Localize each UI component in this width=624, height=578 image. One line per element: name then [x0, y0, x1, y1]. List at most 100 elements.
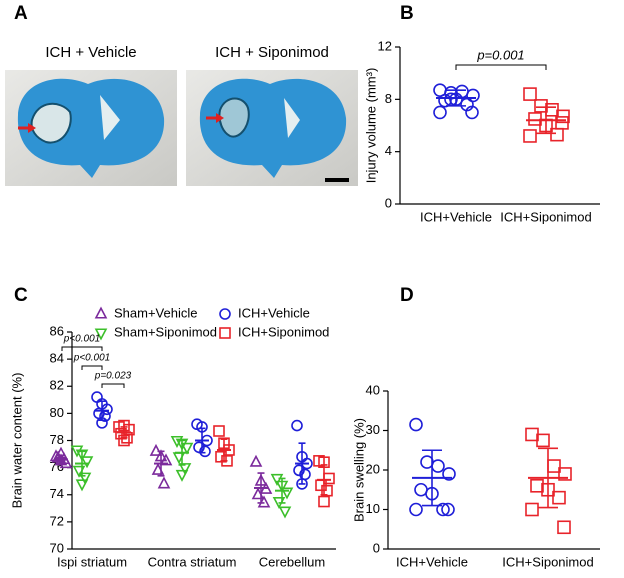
sd-error-bar: [98, 400, 106, 421]
panel-letter: D: [400, 285, 414, 306]
x-tick-label: Contra striatum: [148, 554, 237, 569]
data-point: [180, 442, 194, 455]
data-point: [455, 84, 469, 99]
data-point: [409, 502, 423, 517]
data-point: [555, 116, 569, 130]
y-tick-label: 84: [50, 351, 64, 366]
data-point: [525, 502, 539, 517]
y-tick-label: 86: [50, 323, 64, 338]
data-point: [213, 425, 225, 437]
significance-bracket: [455, 64, 547, 70]
y-tick-label: 4: [385, 143, 392, 158]
data-point: [159, 453, 173, 466]
significance-bracket: [61, 346, 103, 351]
x-tick-label: Ispi striatum: [57, 554, 127, 569]
data-point: [438, 93, 452, 108]
data-point: [149, 443, 163, 456]
y-tick-label: 30: [366, 422, 380, 437]
data-point: [215, 450, 227, 463]
legend-marker: [94, 306, 108, 319]
p-value: p<0.001: [73, 353, 110, 364]
data-point: [293, 464, 305, 477]
panel-letter: B: [400, 3, 414, 24]
data-point: [78, 472, 92, 485]
data-point: [178, 463, 192, 476]
sd-error-bar: [78, 450, 86, 477]
data-point: [199, 445, 211, 458]
data-point: [465, 105, 479, 120]
slice-images: [5, 70, 358, 186]
sd-error-bar: [157, 450, 165, 477]
sd-error-bar: [57, 454, 65, 465]
data-point: [523, 129, 537, 143]
data-point: [170, 435, 184, 448]
sd-error-bar: [320, 464, 328, 496]
image-title: ICH + Vehicle: [45, 44, 136, 61]
y-tick-label: 80: [50, 405, 64, 420]
data-point: [557, 520, 571, 535]
data-point: [80, 456, 94, 469]
y-tick-label: 0: [373, 540, 380, 555]
y-tick-label: 8: [385, 91, 392, 106]
y-tick-label: 74: [50, 486, 64, 501]
image-title: ICH + Siponimod: [215, 44, 329, 61]
data-point: [431, 459, 445, 473]
data-point: [157, 476, 171, 489]
data-point: [75, 449, 89, 462]
panel-letter: C: [14, 285, 28, 306]
legend-marker: [219, 327, 231, 339]
sd-error-bar: [198, 427, 206, 454]
y-tick-label: 78: [50, 432, 64, 447]
legend-marker: [219, 308, 231, 320]
data-point: [414, 482, 428, 497]
data-point: [409, 417, 423, 432]
data-point: [530, 478, 544, 493]
x-tick-label: ICH+Vehicle: [396, 554, 468, 569]
y-tick-label: 20: [366, 461, 380, 476]
data-point: [523, 87, 537, 101]
y-axis-label: Brain swelling (%): [351, 418, 366, 522]
p-value: p<0.001: [63, 334, 100, 345]
panel-letter: A: [14, 3, 28, 24]
sd-error-bar: [278, 477, 286, 504]
y-tick-label: 12: [378, 38, 392, 53]
data-point: [249, 454, 263, 467]
x-tick-label: ICH+Siponimod: [502, 554, 593, 569]
sd-error-bar: [536, 106, 556, 135]
data-point: [270, 473, 284, 486]
legend-label: Sham+Siponimod: [114, 324, 217, 339]
sd-error-bar: [257, 472, 265, 504]
y-axis-label: Brain water content (%): [9, 373, 24, 509]
legend-label: ICH+Vehicle: [238, 305, 310, 320]
data-point: [534, 99, 548, 113]
y-tick-label: 10: [366, 501, 380, 516]
significance-bracket: [81, 365, 103, 370]
p-value: p=0.023: [94, 371, 132, 382]
y-tick-label: 72: [50, 513, 64, 528]
y-axis-label: Injury volume (mm³): [363, 68, 378, 184]
sd-error-bar: [120, 426, 128, 439]
significance-bracket: [101, 383, 125, 388]
data-point: [75, 479, 89, 492]
data-point: [436, 502, 450, 517]
sd-error-bar: [178, 439, 186, 466]
sd-error-bar: [422, 449, 442, 507]
sd-error-bar: [220, 438, 228, 462]
sd-error-bar: [298, 442, 306, 485]
data-point: [115, 427, 127, 440]
y-tick-label: 0: [385, 195, 392, 210]
data-point: [175, 469, 189, 482]
data-point: [442, 467, 456, 481]
data-point: [280, 487, 294, 500]
data-point: [291, 419, 303, 432]
data-point: [552, 490, 566, 505]
y-tick-label: 82: [50, 378, 64, 393]
data-point: [558, 467, 572, 481]
x-tick-label: ICH+Siponimod: [500, 209, 591, 224]
legend-label: Sham+Vehicle: [114, 305, 197, 320]
data-point: [536, 433, 550, 448]
data-point: [278, 506, 292, 519]
y-tick-label: 40: [366, 382, 380, 397]
sd-error-bar: [538, 447, 558, 509]
